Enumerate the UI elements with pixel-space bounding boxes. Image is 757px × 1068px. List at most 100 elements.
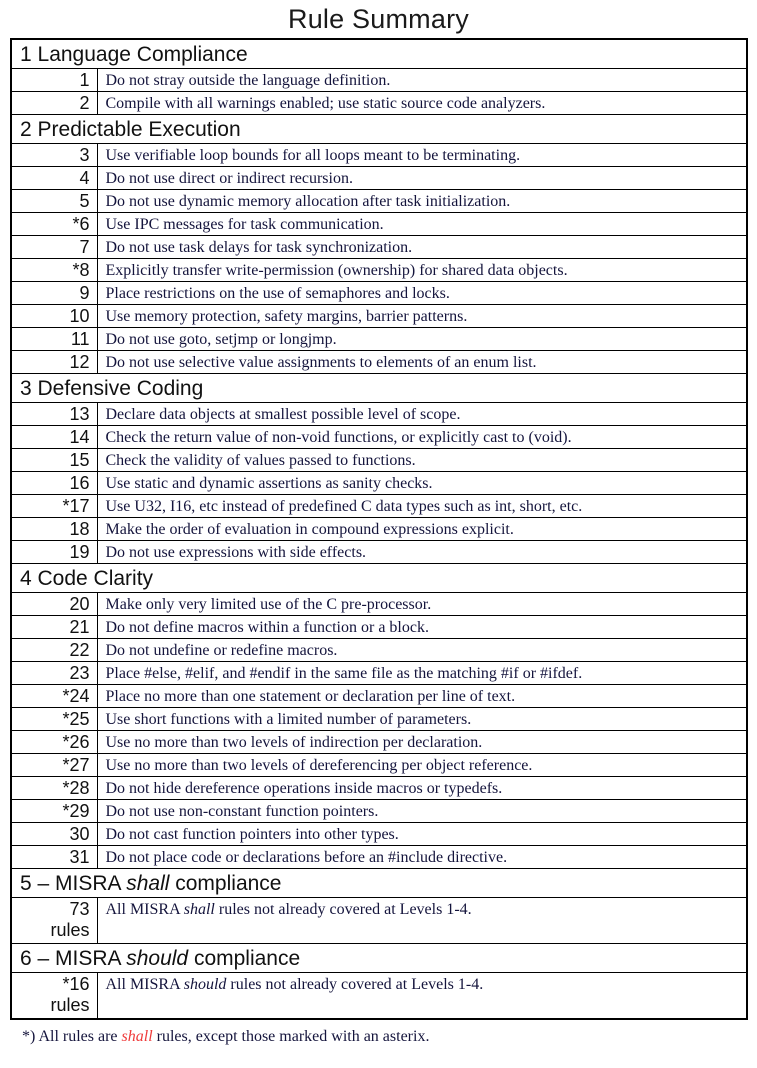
section-header-label: 4 Code Clarity bbox=[9, 563, 749, 593]
rule-number: 21 bbox=[10, 615, 98, 639]
rule-row: 12 Do not use selective value assignments… bbox=[10, 350, 749, 374]
rule-text: Do not use selective value assignments t… bbox=[96, 350, 749, 374]
rule-text: Do not use direct or indirect recursion. bbox=[96, 166, 749, 190]
footnote: *) All rules are shall rules, except tho… bbox=[22, 1028, 430, 1045]
rule-row: 13 Declare data objects at smallest possi… bbox=[10, 402, 749, 426]
rule-number: 10 bbox=[10, 304, 98, 328]
rule-number: 12 bbox=[10, 350, 98, 374]
rule-text: Place no more than one statement or decl… bbox=[96, 684, 749, 708]
rule-number: 2 bbox=[10, 91, 98, 115]
rule-number: 20 bbox=[10, 592, 98, 616]
rule-number: 31 bbox=[10, 845, 98, 869]
rule-row: *25 Use short functions with a limited nu… bbox=[10, 707, 749, 731]
rule-row: *24 Place no more than one statement or d… bbox=[10, 684, 749, 708]
section-header-emphasis: shall bbox=[126, 871, 170, 895]
rule-row: 10 Use memory protection, safety margins,… bbox=[10, 304, 749, 328]
page-title: Rule Summary bbox=[288, 4, 469, 34]
rule-text: Do not use dynamic memory allocation aft… bbox=[96, 189, 749, 213]
rule-row: *26 Use no more than two levels of indire… bbox=[10, 730, 749, 754]
rule-row: 15 Check the validity of values passed to… bbox=[10, 448, 749, 472]
rule-count-unit: rules bbox=[50, 920, 90, 940]
rule-count-row: *16 rules All MISRA should rules not alrea… bbox=[10, 972, 749, 1020]
rule-text: Explicitly transfer write-permission (ow… bbox=[96, 258, 749, 282]
rule-count-row: 73 rules All MISRA shall rules not already… bbox=[10, 897, 749, 944]
section-header-row: 6 – MISRA should compliance bbox=[9, 943, 749, 973]
rule-row: 21 Do not define macros within a function… bbox=[10, 615, 749, 639]
rule-text: Use no more than two levels of indirecti… bbox=[96, 730, 749, 754]
rule-number: 3 bbox=[10, 143, 98, 167]
rule-row: *8 Explicitly transfer write-permission (… bbox=[10, 258, 749, 282]
rule-number: 1 bbox=[10, 68, 98, 92]
section-header-row: 3 Defensive Coding bbox=[9, 373, 749, 403]
rule-row: 18 Make the order of evaluation in compou… bbox=[10, 517, 749, 541]
rule-text: Use IPC messages for task communication. bbox=[96, 212, 749, 236]
rule-text: Do not place code or declarations before… bbox=[96, 845, 749, 869]
rule-text: Make only very limited use of the C pre-… bbox=[96, 592, 749, 616]
section-header-row: 2 Predictable Execution bbox=[9, 114, 749, 144]
rule-number: *28 bbox=[10, 776, 98, 800]
rule-text: Use memory protection, safety margins, b… bbox=[96, 304, 749, 328]
section-header-label: 6 – MISRA should compliance bbox=[9, 943, 749, 973]
rule-text: Do not define macros within a function o… bbox=[96, 615, 749, 639]
rule-number: *17 bbox=[10, 494, 98, 518]
rule-number: 15 bbox=[10, 448, 98, 472]
rule-text: Use short functions with a limited numbe… bbox=[96, 707, 749, 731]
rule-text-emphasis: should bbox=[183, 976, 227, 993]
rule-number: *27 bbox=[10, 753, 98, 777]
rule-text: Do not undefine or redefine macros. bbox=[96, 638, 749, 662]
rule-row: 20 Make only very limited use of the C pr… bbox=[10, 592, 749, 616]
rule-row: *27 Use no more than two levels of derefe… bbox=[10, 753, 749, 777]
rule-number: 23 bbox=[10, 661, 98, 685]
rule-number: 22 bbox=[10, 638, 98, 662]
rule-text-emphasis: shall bbox=[183, 901, 215, 918]
rule-text: Do not hide dereference operations insid… bbox=[96, 776, 749, 800]
rule-count-cell: *16 rules bbox=[10, 972, 98, 1020]
rule-count-number: 73 bbox=[69, 899, 90, 919]
rule-row: 9 Place restrictions on the use of semaph… bbox=[10, 281, 749, 305]
rule-count-number: *16 bbox=[62, 974, 90, 994]
section-header-label: 5 – MISRA shall compliance bbox=[9, 868, 749, 898]
rule-number: *26 bbox=[10, 730, 98, 754]
rule-text: Do not use goto, setjmp or longjmp. bbox=[96, 327, 749, 351]
rule-row: 14 Check the return value of non-void fun… bbox=[10, 425, 749, 449]
rule-text: All MISRA should rules not already cover… bbox=[96, 972, 749, 1020]
rule-number: 19 bbox=[10, 540, 98, 564]
rule-number: 16 bbox=[10, 471, 98, 495]
rule-row: 16 Use static and dynamic assertions as s… bbox=[10, 471, 749, 495]
rule-row: 19 Do not use expressions with side effec… bbox=[10, 540, 749, 564]
section-header-row: 1 Language Compliance bbox=[9, 38, 749, 69]
rule-text: Place restrictions on the use of semapho… bbox=[96, 281, 749, 305]
rule-number: *8 bbox=[10, 258, 98, 282]
rule-number: *25 bbox=[10, 707, 98, 731]
rule-text: Do not use task delays for task synchron… bbox=[96, 235, 749, 259]
rule-text: Use U32, I16, etc instead of predefined … bbox=[96, 494, 749, 518]
rule-text: Declare data objects at smallest possibl… bbox=[96, 402, 749, 426]
rule-row: *28 Do not hide dereference operations in… bbox=[10, 776, 749, 800]
rule-row: 4 Do not use direct or indirect recursion… bbox=[10, 166, 749, 190]
rule-text: Use static and dynamic assertions as san… bbox=[96, 471, 749, 495]
rule-text: Use no more than two levels of dereferen… bbox=[96, 753, 749, 777]
rule-number: 14 bbox=[10, 425, 98, 449]
rule-number: 4 bbox=[10, 166, 98, 190]
section-header-label: 2 Predictable Execution bbox=[9, 114, 749, 144]
rule-count-unit: rules bbox=[50, 995, 90, 1015]
rule-number: *29 bbox=[10, 799, 98, 823]
rule-row: 11 Do not use goto, setjmp or longjmp. bbox=[10, 327, 749, 351]
rule-row: *6 Use IPC messages for task communicatio… bbox=[10, 212, 749, 236]
rule-text: Compile with all warnings enabled; use s… bbox=[96, 91, 749, 115]
rule-text: Do not use expressions with side effects… bbox=[96, 540, 749, 564]
rule-text: Check the return value of non-void funct… bbox=[96, 425, 749, 449]
rule-number: 13 bbox=[10, 402, 98, 426]
rule-row: *29 Do not use non-constant function poin… bbox=[10, 799, 749, 823]
rule-row: 30 Do not cast function pointers into oth… bbox=[10, 822, 749, 846]
rule-text: Do not stray outside the language defini… bbox=[96, 68, 749, 92]
rule-text: Do not cast function pointers into other… bbox=[96, 822, 749, 846]
rule-text: Place #else, #elif, and #endif in the sa… bbox=[96, 661, 749, 685]
rule-text: Do not use non-constant function pointer… bbox=[96, 799, 749, 823]
section-header-label: 1 Language Compliance bbox=[9, 38, 749, 69]
rule-row: *17 Use U32, I16, etc instead of predefin… bbox=[10, 494, 749, 518]
rule-text: Use verifiable loop bounds for all loops… bbox=[96, 143, 749, 167]
rule-row: 3 Use verifiable loop bounds for all loop… bbox=[10, 143, 749, 167]
rule-summary-table: 1 Language Compliance 1 Do not stray outsi… bbox=[9, 38, 749, 1020]
